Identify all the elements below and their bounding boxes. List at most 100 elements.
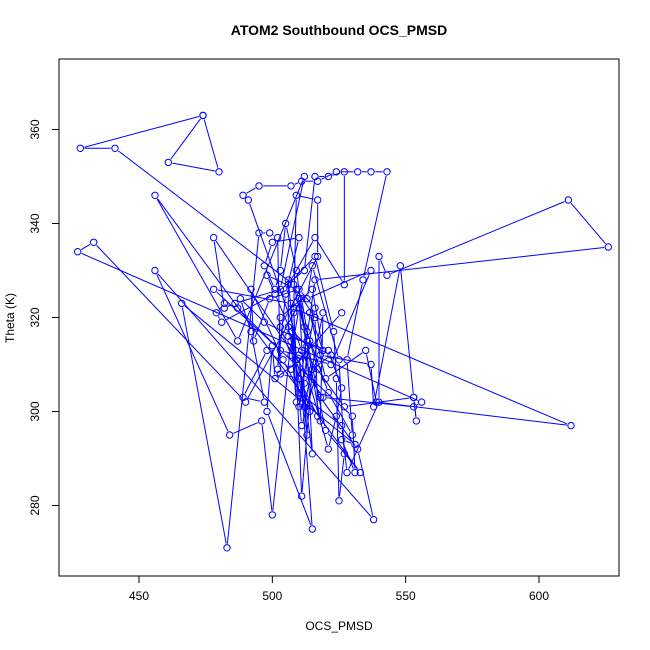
series-segment-44 xyxy=(233,422,259,434)
data-point-45 xyxy=(257,417,266,425)
series-segment-130 xyxy=(284,363,309,408)
data-point-85 xyxy=(233,304,242,312)
series-segment-79 xyxy=(312,269,339,356)
series-segment-21 xyxy=(96,244,244,400)
data-point-106 xyxy=(316,417,325,425)
data-point-100 xyxy=(297,370,306,378)
series-segment-56 xyxy=(226,237,260,544)
data-point-71 xyxy=(340,280,349,289)
data-point-13 xyxy=(276,285,285,293)
data-point-164 xyxy=(321,374,330,383)
data-point-80 xyxy=(308,262,317,270)
series-segment-9 xyxy=(157,198,359,470)
series-segment-144 xyxy=(292,337,325,350)
data-point-77 xyxy=(335,497,343,505)
series-segment-125 xyxy=(301,292,313,306)
series-segment-87 xyxy=(217,316,221,319)
series-points xyxy=(73,111,613,552)
data-point-150 xyxy=(300,323,309,331)
series-segment-120 xyxy=(370,368,374,403)
data-point-147 xyxy=(332,412,341,420)
series-segment-2 xyxy=(203,119,219,168)
series-segment-109 xyxy=(298,359,313,525)
data-point-113 xyxy=(271,374,279,383)
data-point-55 xyxy=(177,299,186,308)
data-point-151 xyxy=(292,266,301,275)
data-point-170 xyxy=(308,365,317,373)
x-tick-label-2: 550 xyxy=(396,589,416,603)
data-point-50 xyxy=(209,285,218,293)
data-point-172 xyxy=(260,318,269,326)
series-segment-152 xyxy=(280,227,286,267)
series-segment-139 xyxy=(299,311,309,338)
series-segment-165 xyxy=(366,354,376,399)
series-segment-151 xyxy=(286,227,296,267)
data-point-162 xyxy=(319,346,327,355)
series-segment-169 xyxy=(301,373,313,492)
series-segment-22 xyxy=(247,302,301,399)
data-point-118 xyxy=(409,393,418,402)
series-segment-51 xyxy=(352,420,356,469)
series-segment-177 xyxy=(269,352,289,368)
series-segment-134 xyxy=(300,195,314,200)
data-point-57 xyxy=(255,229,263,237)
data-point-82 xyxy=(367,266,375,275)
series-segment-168 xyxy=(293,312,302,492)
series-segment-98 xyxy=(319,246,605,280)
series-segment-20 xyxy=(81,243,91,251)
data-point-98 xyxy=(604,243,613,251)
series-segment-81 xyxy=(310,271,368,298)
data-point-157 xyxy=(295,233,303,242)
data-point-103 xyxy=(284,323,293,331)
series-segment-119 xyxy=(373,269,401,403)
data-point-148 xyxy=(324,445,333,453)
data-point-29 xyxy=(383,168,391,176)
series-segment-74 xyxy=(315,260,334,328)
data-point-72 xyxy=(311,233,319,242)
data-point-95 xyxy=(375,252,383,261)
series-segment-28 xyxy=(363,175,387,276)
data-point-19 xyxy=(417,398,426,406)
series-segment-34 xyxy=(294,182,299,185)
series-segment-60 xyxy=(284,374,296,379)
series-segment-10 xyxy=(156,198,237,338)
series-segment-155 xyxy=(265,246,272,262)
series-segment-153 xyxy=(275,274,280,286)
data-point-83 xyxy=(327,360,335,369)
series-segment-147 xyxy=(328,420,336,446)
data-point-134 xyxy=(292,191,301,200)
data-point-65 xyxy=(263,271,271,279)
data-point-144 xyxy=(284,332,293,340)
series-segment-95 xyxy=(380,260,386,272)
series-segment-85 xyxy=(228,304,234,308)
data-point-158 xyxy=(281,290,290,298)
data-point-127 xyxy=(265,295,274,303)
data-point-131 xyxy=(305,407,314,416)
data-point-51 xyxy=(348,412,357,420)
data-point-27 xyxy=(343,356,351,364)
data-point-121 xyxy=(367,360,375,369)
y-tick-label-4: 360 xyxy=(28,119,42,139)
series-segment-174 xyxy=(251,335,265,399)
data-point-163 xyxy=(305,309,314,317)
series-segment-110 xyxy=(268,415,312,526)
data-point-74 xyxy=(311,252,319,261)
data-point-23 xyxy=(297,295,306,303)
data-point-107 xyxy=(295,295,303,303)
data-point-130 xyxy=(279,356,287,364)
data-point-146 xyxy=(337,384,346,392)
data-point-175 xyxy=(260,398,269,406)
data-point-159 xyxy=(273,365,282,373)
series-segment-65 xyxy=(268,278,274,291)
series-segment-12 xyxy=(280,180,304,286)
data-point-155 xyxy=(260,262,269,270)
data-point-174 xyxy=(247,327,255,336)
data-point-78 xyxy=(340,450,349,458)
data-point-129 xyxy=(247,285,255,293)
series-segment-114 xyxy=(309,358,343,404)
data-point-101 xyxy=(308,450,317,458)
data-point-117 xyxy=(412,417,421,425)
data-point-52 xyxy=(351,468,359,477)
data-point-40 xyxy=(316,393,325,402)
series-segment-41 xyxy=(358,453,374,516)
